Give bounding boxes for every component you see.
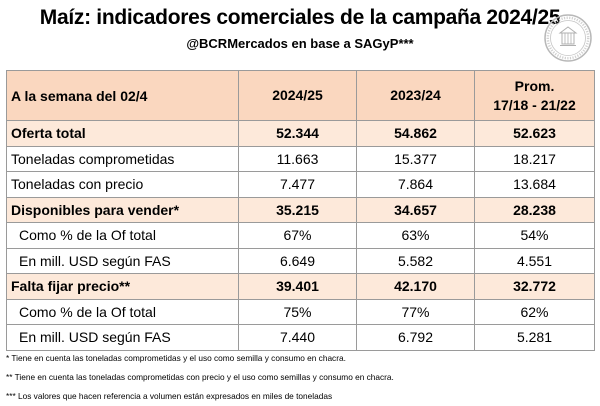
row-label: Toneladas con precio [6,171,239,198]
cell-value: 77% [356,298,475,325]
header-col-2023-24: 2023/24 [356,70,475,121]
row-label: Oferta total [6,120,239,147]
page-subtitle: @BCRMercados en base a SAGyP*** [186,36,414,51]
cell-value: 35.215 [238,196,357,223]
cell-value: 54% [474,222,595,249]
cell-value: 4.551 [474,247,595,274]
cell-value: 34.657 [356,196,475,223]
row-label: Disponibles para vender* [6,196,239,223]
cell-value: 15.377 [356,145,475,172]
cell-value: 32.772 [474,273,595,300]
bcr-seal-icon [544,14,592,62]
header-week-label: A la semana del 02/4 [6,70,239,121]
cell-value: 42.170 [356,273,475,300]
cell-value: 5.281 [474,324,595,351]
cell-value: 54.862 [356,120,475,147]
header-col-2024-25: 2024/25 [238,70,357,121]
cell-value: 6.649 [238,247,357,274]
table-header-row: A la semana del 02/4 2024/25 2023/24 Pro… [6,70,595,121]
cell-value: 7.440 [238,324,357,351]
footnote: * Tiene en cuenta las toneladas comprome… [6,353,346,363]
cell-value: 5.582 [356,247,475,274]
table-row: En mill. USD según FAS 6.649 5.582 4.551 [6,247,595,274]
header-col-average: Prom. 17/18 - 21/22 [474,70,595,121]
row-label: Como % de la Of total [6,222,239,249]
cell-value: 6.792 [356,324,475,351]
table-row: Toneladas con precio 7.477 7.864 13.684 [6,171,595,198]
cell-value: 75% [238,298,357,325]
row-label: Como % de la Of total [6,298,239,325]
cell-value: 28.238 [474,196,595,223]
row-label: Falta fijar precio** [6,273,239,300]
cell-value: 39.401 [238,273,357,300]
row-label: En mill. USD según FAS [6,324,239,351]
cell-value: 7.864 [356,171,475,198]
footnote: *** Los valores que hacen referencia a v… [6,391,333,401]
table-row: Disponibles para vender* 35.215 34.657 2… [6,196,595,223]
row-label: En mill. USD según FAS [6,247,239,274]
cell-value: 7.477 [238,171,357,198]
cell-value: 13.684 [474,171,595,198]
cell-value: 52.623 [474,120,595,147]
cell-value: 63% [356,222,475,249]
cell-value: 52.344 [238,120,357,147]
footnotes: * Tiene en cuenta las toneladas comprome… [6,349,596,406]
cell-value: 67% [238,222,357,249]
cell-value: 11.663 [238,145,357,172]
table-row: Como % de la Of total 67% 63% 54% [6,222,595,249]
row-label: Toneladas comprometidas [6,145,239,172]
table-row: Como % de la Of total 75% 77% 62% [6,298,595,325]
footnote: ** Tiene en cuenta las toneladas comprom… [6,372,394,382]
header-col-average-line2: 17/18 - 21/22 [493,96,576,113]
table-row: Falta fijar precio** 39.401 42.170 32.77… [6,273,595,300]
cell-value: 18.217 [474,145,595,172]
header-col-average-line1: Prom. [514,77,555,94]
table-row: Toneladas comprometidas 11.663 15.377 18… [6,145,595,172]
indicators-table: A la semana del 02/4 2024/25 2023/24 Pro… [6,70,595,351]
table-row: Oferta total 52.344 54.862 52.623 [6,120,595,147]
cell-value: 62% [474,298,595,325]
table-row: En mill. USD según FAS 7.440 6.792 5.281 [6,324,595,351]
page-title: Maíz: indicadores comerciales de la camp… [39,6,561,29]
